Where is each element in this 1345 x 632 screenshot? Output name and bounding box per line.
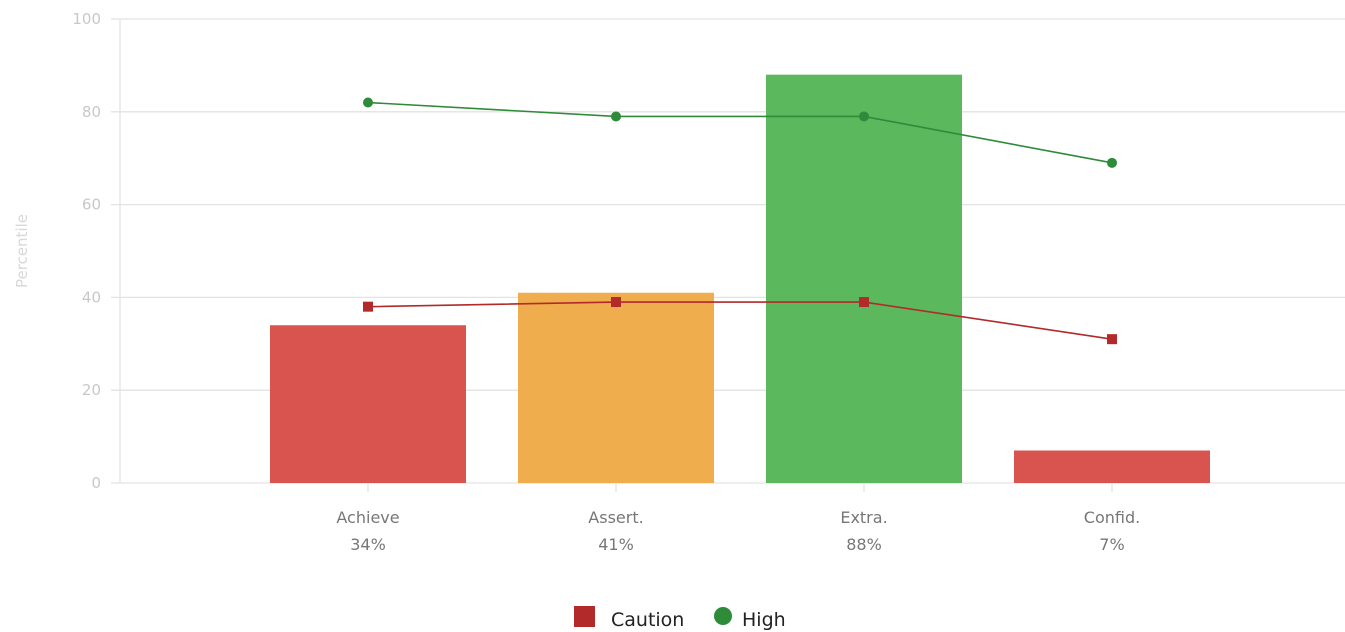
bar-achieve[interactable] xyxy=(270,325,466,483)
x-value-label: 7% xyxy=(1099,535,1124,554)
bar-assert[interactable] xyxy=(518,293,714,483)
point-high[interactable] xyxy=(611,111,621,121)
point-high[interactable] xyxy=(1107,158,1117,168)
y-tick-label: 80 xyxy=(82,103,101,121)
x-category-label: Confid. xyxy=(1084,508,1140,527)
point-caution[interactable] xyxy=(363,302,373,312)
lines xyxy=(363,98,1117,345)
bar-extra[interactable] xyxy=(766,75,962,483)
legend-caution-marker xyxy=(574,606,595,627)
x-category-label: Extra. xyxy=(840,508,887,527)
y-tick-label: 100 xyxy=(72,10,101,28)
line-caution xyxy=(368,302,1112,339)
axes: Percentile 0 20 40 60 80 100 xyxy=(13,10,120,492)
y-axis-label: Percentile xyxy=(13,214,31,288)
point-caution[interactable] xyxy=(611,297,621,307)
x-category-label: Achieve xyxy=(336,508,399,527)
legend-high-label[interactable]: High xyxy=(742,609,786,631)
y-tick-label: 0 xyxy=(91,474,101,492)
point-high[interactable] xyxy=(859,111,869,121)
legend-high-marker xyxy=(714,607,732,625)
point-caution[interactable] xyxy=(859,297,869,307)
x-value-label: 41% xyxy=(598,535,634,554)
point-high[interactable] xyxy=(363,98,373,108)
bar-confid[interactable] xyxy=(1014,451,1210,483)
legend-caution-label[interactable]: Caution xyxy=(611,609,684,631)
point-caution[interactable] xyxy=(1107,334,1117,344)
y-tick-label: 40 xyxy=(82,288,101,306)
y-tick-label: 60 xyxy=(82,196,101,214)
y-tick-label: 20 xyxy=(82,381,101,399)
bars xyxy=(270,75,1210,483)
legend: Caution High xyxy=(574,606,786,631)
x-category-label: Assert. xyxy=(588,508,643,527)
x-value-label: 34% xyxy=(350,535,386,554)
x-value-label: 88% xyxy=(846,535,882,554)
category-labels: Achieve 34% Assert. 41% Extra. 88% Confid. 7% xyxy=(336,483,1140,554)
